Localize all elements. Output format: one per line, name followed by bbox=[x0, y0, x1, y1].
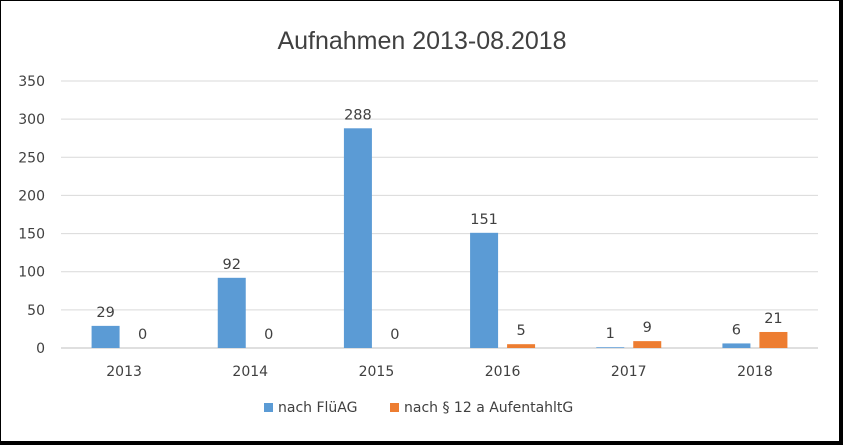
y-tick-label: 100 bbox=[18, 265, 45, 281]
chart-title: Aufnahmen 2013-08.2018 bbox=[277, 27, 566, 55]
bar-flueag bbox=[217, 277, 246, 348]
y-axis-ticks: 0 50 100 150 200 250 300 350 bbox=[18, 74, 45, 357]
x-tick-label: 2013 bbox=[106, 364, 142, 380]
x-tick-label: 2014 bbox=[232, 364, 268, 380]
bar-flueag bbox=[596, 347, 625, 348]
bar-flueag bbox=[470, 232, 499, 348]
data-label: 29 bbox=[96, 305, 114, 321]
bar-flueag bbox=[343, 128, 372, 348]
legend-label: nach FlüAG bbox=[278, 400, 357, 416]
legend: nach FlüAG nach § 12 a AufentahltG bbox=[264, 400, 573, 416]
data-label: 0 bbox=[264, 327, 273, 343]
x-tick-label: 2018 bbox=[737, 364, 773, 380]
data-label: 1 bbox=[606, 326, 615, 342]
bar-aufenthaltg bbox=[507, 344, 536, 348]
y-tick-label: 50 bbox=[27, 303, 45, 319]
gridlines bbox=[61, 80, 818, 349]
bar-flueag bbox=[722, 343, 751, 348]
y-tick-label: 350 bbox=[18, 74, 45, 90]
bar-aufenthaltg bbox=[759, 331, 788, 348]
data-label: 5 bbox=[516, 323, 525, 339]
y-tick-label: 200 bbox=[18, 188, 45, 204]
legend-swatch bbox=[264, 403, 273, 412]
bar-flueag bbox=[91, 325, 120, 348]
y-tick-label: 150 bbox=[18, 227, 45, 243]
data-label: 21 bbox=[764, 311, 782, 327]
data-label: 92 bbox=[223, 257, 241, 273]
x-axis-ticks: 2013 2014 2015 2016 2017 2018 bbox=[106, 364, 772, 380]
x-tick-label: 2016 bbox=[485, 364, 521, 380]
legend-swatch bbox=[390, 403, 399, 412]
data-label: 6 bbox=[732, 322, 741, 338]
data-label: 151 bbox=[470, 212, 498, 228]
data-label: 9 bbox=[643, 320, 652, 336]
data-label: 0 bbox=[390, 327, 399, 343]
bars bbox=[91, 128, 788, 348]
y-tick-label: 0 bbox=[36, 341, 45, 357]
x-tick-label: 2017 bbox=[611, 364, 647, 380]
data-label: 288 bbox=[344, 107, 372, 123]
data-label: 0 bbox=[138, 327, 147, 343]
bar-aufenthaltg bbox=[633, 341, 662, 348]
legend-label: nach § 12 a AufentahltG bbox=[404, 400, 573, 416]
y-tick-label: 300 bbox=[18, 112, 45, 128]
x-tick-label: 2015 bbox=[359, 364, 395, 380]
y-tick-label: 250 bbox=[18, 150, 45, 166]
